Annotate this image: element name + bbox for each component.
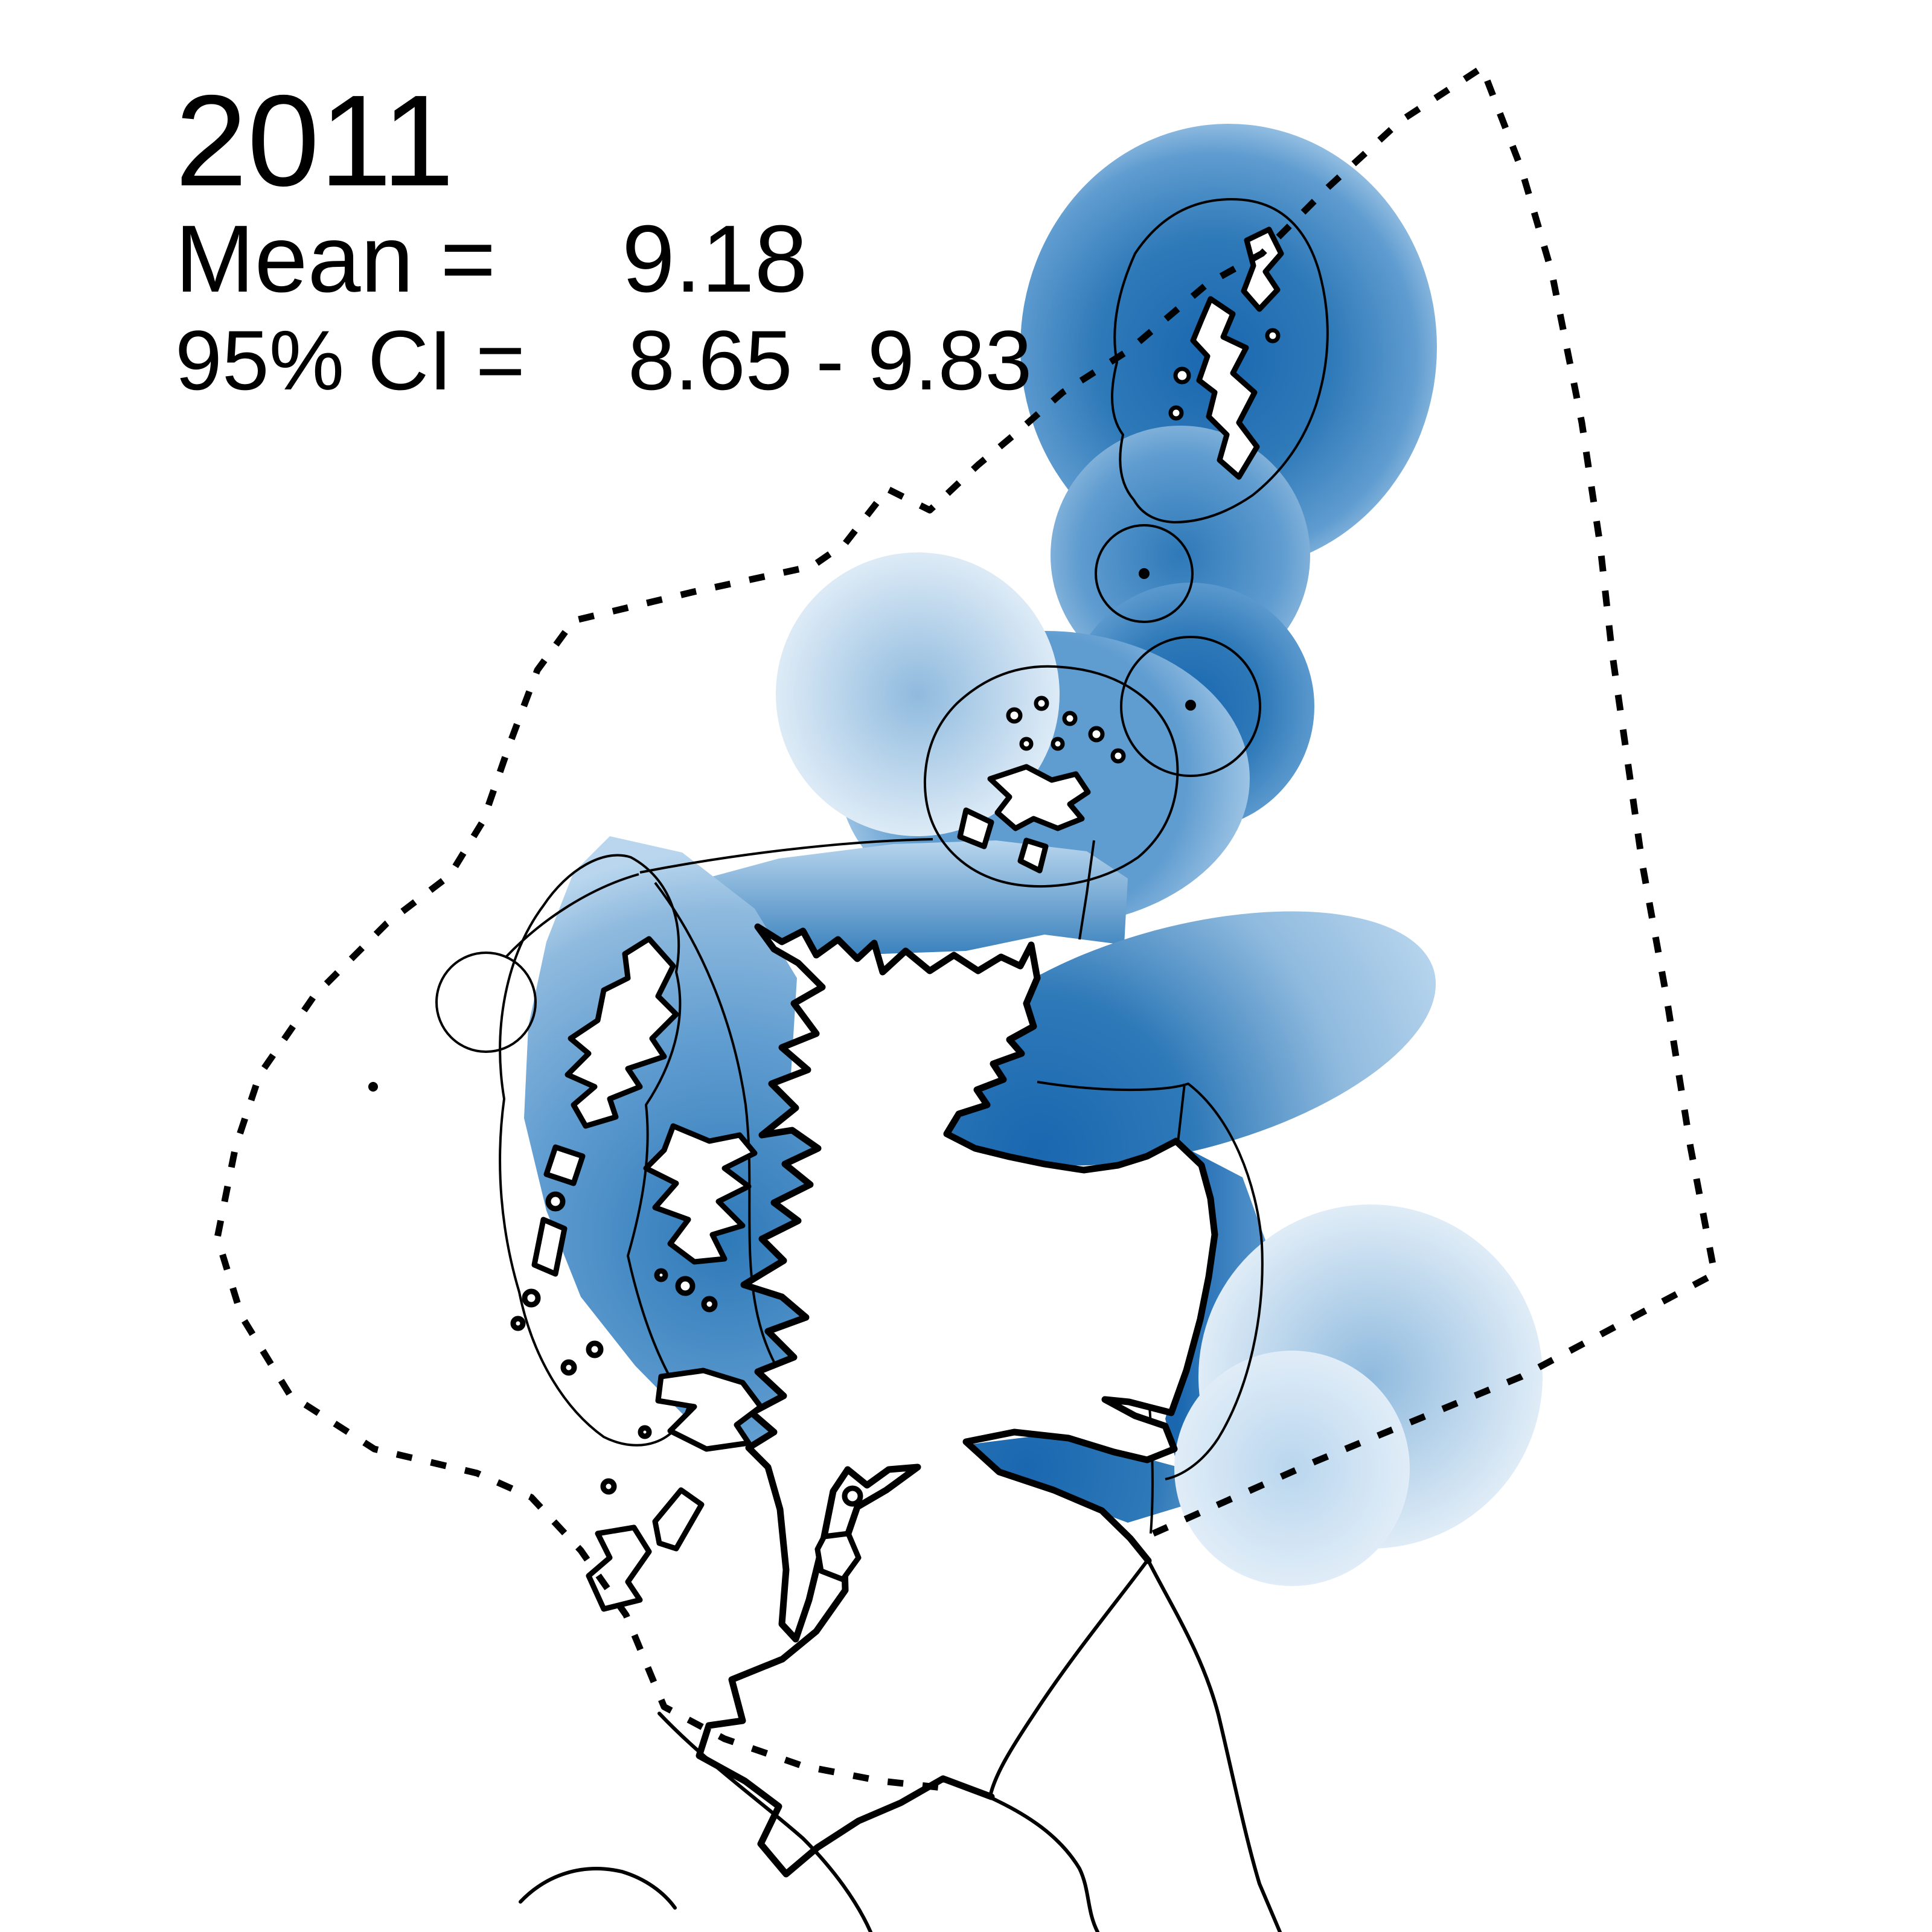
stratum-line-pentland-firth bbox=[1078, 840, 1095, 940]
stratum-circle-foula bbox=[1095, 524, 1194, 623]
island-south-ronaldsay bbox=[1017, 837, 1049, 874]
island-shetland-mainland bbox=[1190, 296, 1260, 480]
island-canna bbox=[654, 1268, 668, 1282]
island-arran bbox=[814, 1531, 862, 1582]
year-label: 2011 bbox=[175, 68, 454, 213]
island-iona bbox=[638, 1425, 652, 1439]
island-rum bbox=[675, 1276, 696, 1296]
stats-panel: 2011 Mean = 9.18 95% CI = 8.65 - 9.83 bbox=[175, 68, 1032, 408]
density-blob-moray-firth bbox=[930, 911, 1436, 1166]
survey-boundary-dashed bbox=[214, 64, 1718, 1792]
island-lewis-harris bbox=[565, 936, 679, 1129]
mean-label: Mean = bbox=[175, 206, 496, 312]
density-band-north-coast bbox=[676, 840, 1128, 960]
island-vatersay bbox=[510, 1316, 526, 1331]
stratum-loop-orkney bbox=[923, 665, 1179, 888]
mean-value: 9.18 bbox=[622, 206, 808, 312]
small-offshore-islets bbox=[368, 568, 1196, 1092]
islands bbox=[510, 226, 1284, 1612]
survey-strata-lines bbox=[435, 198, 1329, 1534]
island-benbecula bbox=[545, 1191, 566, 1212]
island-tiree bbox=[560, 1359, 577, 1376]
england-east-coast bbox=[1147, 1559, 1282, 1932]
islet-foula bbox=[1139, 568, 1150, 579]
ci-label: 95% CI = bbox=[175, 313, 525, 408]
island-coll bbox=[586, 1340, 604, 1358]
island-barra bbox=[522, 1288, 541, 1308]
stratum-loop-hebrides bbox=[499, 854, 689, 1447]
density-blob-northwest-light bbox=[776, 552, 1060, 836]
island-yell-unst bbox=[1241, 226, 1284, 312]
ireland-coast-2 bbox=[519, 1867, 677, 1910]
anglo-scottish-border bbox=[988, 1561, 1148, 1798]
neighboring-coastlines bbox=[519, 1559, 1282, 1932]
density-blob-firth-of-forth bbox=[971, 1436, 1232, 1523]
island-islay bbox=[586, 1524, 652, 1612]
island-south-uist bbox=[531, 1217, 568, 1277]
island-skye bbox=[643, 1123, 758, 1265]
shetland-islets bbox=[1168, 328, 1281, 421]
islet-st-kilda bbox=[368, 1082, 378, 1092]
island-colonsay bbox=[600, 1478, 617, 1495]
island-jura bbox=[652, 1487, 705, 1552]
stratum-line-north-coast bbox=[639, 838, 933, 874]
island-eigg bbox=[701, 1296, 718, 1313]
stratum-loop-shetland bbox=[1111, 198, 1329, 523]
ireland-coast-1 bbox=[657, 1712, 872, 1932]
stratum-circle-fair-isle bbox=[1120, 636, 1261, 777]
island-bute bbox=[842, 1485, 863, 1507]
mainland-coastline bbox=[696, 923, 1218, 1878]
islet-fair-isle bbox=[1185, 700, 1196, 711]
island-mull bbox=[655, 1367, 764, 1452]
stratum-circle-west-of-lewis bbox=[435, 952, 537, 1053]
mainland-fill bbox=[699, 927, 1215, 1874]
stratum-line-northwest-shelf bbox=[505, 873, 639, 958]
stratum-line-fraserburgh-connector bbox=[1177, 1083, 1186, 1143]
island-north-uist bbox=[543, 1144, 586, 1186]
ci-value: 8.65 - 9.83 bbox=[628, 313, 1032, 408]
orkney-north-isles bbox=[1006, 696, 1126, 764]
island-hoy bbox=[957, 807, 994, 849]
island-orkney-mainland bbox=[987, 764, 1091, 831]
land bbox=[368, 226, 1284, 1878]
stratum-line-moray-offshore bbox=[1037, 1081, 1264, 1480]
cumbria-coast bbox=[990, 1796, 1099, 1932]
